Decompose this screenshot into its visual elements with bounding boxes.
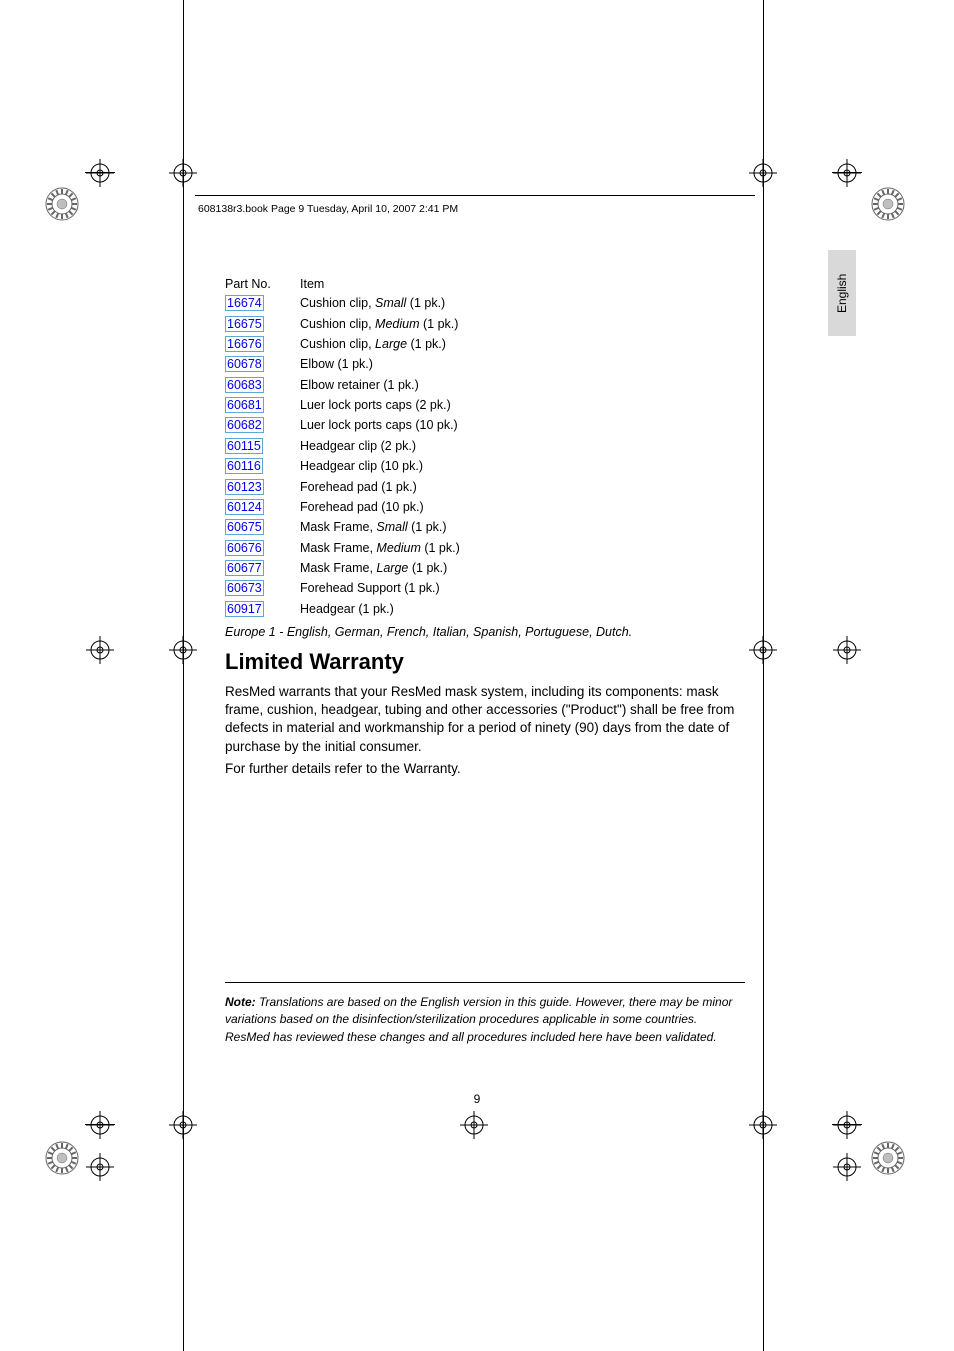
reg-mark-icon	[86, 1153, 114, 1181]
reg-mark-icon	[833, 1111, 861, 1139]
reg-mark-icon	[749, 159, 777, 187]
parts-table: Part No. Item 16674 Cushion clip, Small (…	[225, 275, 460, 619]
reg-mark-icon	[749, 636, 777, 664]
crop-line-left	[183, 0, 184, 1351]
item-description: Cushion clip, Medium (1 pk.)	[300, 313, 460, 333]
item-description: Forehead pad (1 pk.)	[300, 476, 460, 496]
warranty-paragraph-1: ResMed warrants that your ResMed mask sy…	[225, 683, 745, 756]
header-rule	[195, 195, 755, 196]
language-tab: English	[828, 250, 856, 336]
part-number-link[interactable]: 60683	[225, 377, 264, 393]
item-description: Headgear (1 pk.)	[300, 599, 460, 619]
gear-mark-icon	[44, 1140, 80, 1176]
reg-mark-icon	[749, 1111, 777, 1139]
col-header-partno: Part No.	[225, 275, 300, 293]
part-number-link[interactable]: 60675	[225, 519, 264, 535]
reg-mark-icon	[460, 1111, 488, 1139]
note-label: Note:	[225, 995, 256, 1009]
part-number-link[interactable]: 16675	[225, 316, 264, 332]
item-description: Mask Frame, Small (1 pk.)	[300, 517, 460, 537]
warranty-paragraph-2: For further details refer to the Warrant…	[225, 760, 745, 778]
item-description: Cushion clip, Small (1 pk.)	[300, 293, 460, 313]
table-row: 60681 Luer lock ports caps (2 pk.)	[225, 395, 460, 415]
part-number-link[interactable]: 60678	[225, 356, 264, 372]
part-number-link[interactable]: 60673	[225, 580, 264, 596]
table-row: 60676 Mask Frame, Medium (1 pk.)	[225, 538, 460, 558]
europe-note: Europe 1 - English, German, French, Ital…	[225, 625, 745, 639]
part-number-link[interactable]: 60116	[225, 458, 263, 474]
reg-mark-icon	[833, 1153, 861, 1181]
item-description: Headgear clip (10 pk.)	[300, 456, 460, 476]
item-description: Elbow (1 pk.)	[300, 354, 460, 374]
reg-mark-icon	[86, 636, 114, 664]
table-row: 16676 Cushion clip, Large (1 pk.)	[225, 334, 460, 354]
reg-mark-icon	[833, 636, 861, 664]
table-row: 60673 Forehead Support (1 pk.)	[225, 578, 460, 598]
item-description: Forehead pad (10 pk.)	[300, 497, 460, 517]
table-row: 60115 Headgear clip (2 pk.)	[225, 436, 460, 456]
table-row: 16674 Cushion clip, Small (1 pk.)	[225, 293, 460, 313]
part-number-link[interactable]: 16676	[225, 336, 264, 352]
note-block: Note: Translations are based on the Engl…	[225, 994, 745, 1046]
crop-line-right	[763, 0, 764, 1351]
reg-mark-icon	[86, 159, 114, 187]
note-divider	[225, 982, 745, 983]
item-description: Luer lock ports caps (10 pk.)	[300, 415, 460, 435]
table-row: 60677 Mask Frame, Large (1 pk.)	[225, 558, 460, 578]
gear-mark-icon	[44, 186, 80, 222]
item-description: Elbow retainer (1 pk.)	[300, 375, 460, 395]
reg-mark-icon	[169, 159, 197, 187]
gear-mark-icon	[870, 186, 906, 222]
reg-mark-icon	[169, 636, 197, 664]
part-number-link[interactable]: 60676	[225, 540, 264, 556]
reg-mark-icon	[833, 159, 861, 187]
item-description: Mask Frame, Medium (1 pk.)	[300, 538, 460, 558]
part-number-link[interactable]: 60124	[225, 499, 264, 515]
table-row: 60917 Headgear (1 pk.)	[225, 599, 460, 619]
part-number-link[interactable]: 60677	[225, 560, 264, 576]
item-description: Forehead Support (1 pk.)	[300, 578, 460, 598]
table-row: 60124 Forehead pad (10 pk.)	[225, 497, 460, 517]
reg-mark-icon	[169, 1111, 197, 1139]
table-row: 60123 Forehead pad (1 pk.)	[225, 476, 460, 496]
part-number-link[interactable]: 16674	[225, 295, 264, 311]
table-row: 60678 Elbow (1 pk.)	[225, 354, 460, 374]
reg-mark-icon	[86, 1111, 114, 1139]
table-row: 16675 Cushion clip, Medium (1 pk.)	[225, 313, 460, 333]
item-description: Mask Frame, Large (1 pk.)	[300, 558, 460, 578]
part-number-link[interactable]: 60681	[225, 397, 264, 413]
header-text: 608138r3.book Page 9 Tuesday, April 10, …	[198, 203, 458, 215]
part-number-link[interactable]: 60115	[225, 438, 263, 454]
part-number-link[interactable]: 60917	[225, 601, 264, 617]
table-row: 60683 Elbow retainer (1 pk.)	[225, 375, 460, 395]
table-row: 60682 Luer lock ports caps (10 pk.)	[225, 415, 460, 435]
table-row: 60675 Mask Frame, Small (1 pk.)	[225, 517, 460, 537]
table-row: 60116 Headgear clip (10 pk.)	[225, 456, 460, 476]
page-content: Part No. Item 16674 Cushion clip, Small (…	[225, 275, 745, 782]
item-description: Luer lock ports caps (2 pk.)	[300, 395, 460, 415]
part-number-link[interactable]: 60682	[225, 417, 264, 433]
gear-mark-icon	[870, 1140, 906, 1176]
note-text: Translations are based on the English ve…	[225, 995, 732, 1044]
item-description: Cushion clip, Large (1 pk.)	[300, 334, 460, 354]
col-header-item: Item	[300, 275, 460, 293]
item-description: Headgear clip (2 pk.)	[300, 436, 460, 456]
page-number: 9	[0, 1092, 954, 1106]
part-number-link[interactable]: 60123	[225, 479, 264, 495]
warranty-heading: Limited Warranty	[225, 649, 745, 675]
